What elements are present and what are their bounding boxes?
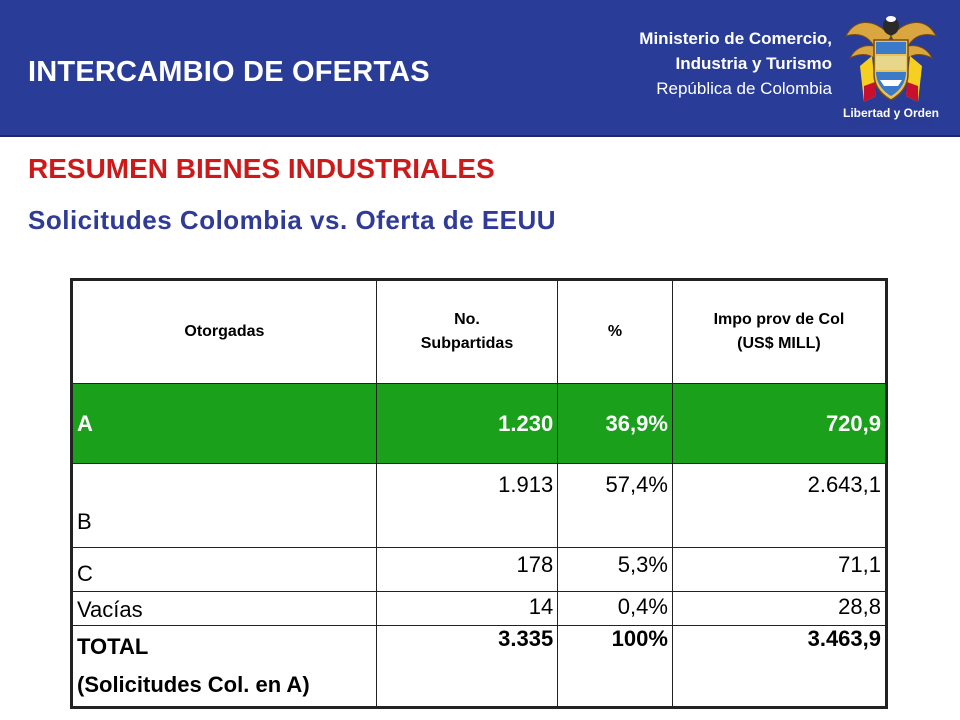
- banner-title: INTERCAMBIO DE OFERTAS: [28, 56, 430, 88]
- row-label: A: [71, 383, 377, 464]
- row-impo: 28,8: [671, 591, 888, 626]
- header-percent: %: [557, 279, 673, 384]
- header-subpartidas: No. Subpartidas: [375, 279, 559, 384]
- table-row-a: A 1.230 36,9% 720,9: [71, 383, 888, 464]
- total-label: TOTAL (Solicitudes Col. en A): [71, 625, 377, 708]
- header-banner: INTERCAMBIO DE OFERTAS Ministerio de Com…: [0, 0, 960, 137]
- crest-motto: Libertad y Orden: [842, 106, 940, 120]
- ministry-block: Ministerio de Comercio, Industria y Turi…: [639, 26, 832, 101]
- row-impo: 71,1: [671, 547, 888, 592]
- row-percent: 5,3%: [557, 547, 673, 592]
- table-row-b: B 1.913 57,4% 2.643,1: [71, 463, 888, 548]
- row-percent: 0,4%: [557, 591, 673, 626]
- header-impo: Impo prov de Col (US$ MILL): [671, 279, 888, 384]
- row-label: C: [71, 547, 377, 592]
- total-label-line2: (Solicitudes Col. en A): [77, 672, 310, 697]
- row-subpartidas: 14: [375, 591, 559, 626]
- row-label: Vacías: [71, 591, 377, 626]
- coat-of-arms-icon: [845, 16, 937, 128]
- total-label-line1: TOTAL: [77, 634, 149, 659]
- section-subheading: Solicitudes Colombia vs. Oferta de EEUU: [28, 205, 557, 235]
- section-heading: RESUMEN BIENES INDUSTRIALES: [28, 153, 495, 184]
- total-subpartidas: 3.335: [375, 625, 559, 708]
- table-row-total: TOTAL (Solicitudes Col. en A) 3.335 100%…: [71, 625, 888, 708]
- table-header-row: Otorgadas No. Subpartidas % Impo prov de…: [71, 279, 888, 384]
- header-otorgadas: Otorgadas: [71, 279, 377, 384]
- row-impo: 720,9: [671, 383, 888, 464]
- row-impo: 2.643,1: [671, 463, 888, 548]
- total-percent: 100%: [557, 625, 673, 708]
- table-row-vacias: Vacías 14 0,4% 28,8: [71, 591, 888, 626]
- table-row-c: C 178 5,3% 71,1: [71, 547, 888, 592]
- total-impo: 3.463,9: [671, 625, 888, 708]
- row-percent: 36,9%: [557, 383, 673, 464]
- row-subpartidas: 178: [375, 547, 559, 592]
- header-impo-line1: Impo prov de Col: [713, 311, 845, 328]
- row-percent: 57,4%: [557, 463, 673, 548]
- ministry-line-3: República de Colombia: [656, 79, 832, 98]
- header-subpartidas-line1: No.: [454, 311, 480, 328]
- ministry-line-1: Ministerio de Comercio,: [639, 29, 832, 48]
- row-label: B: [71, 463, 377, 548]
- row-subpartidas: 1.913: [375, 463, 559, 548]
- header-subpartidas-line2: Subpartidas: [420, 335, 514, 352]
- header-impo-line2: (US$ MILL): [737, 335, 821, 352]
- ministry-line-2: Industria y Turismo: [675, 54, 833, 73]
- summary-table: Otorgadas No. Subpartidas % Impo prov de…: [70, 278, 888, 709]
- row-subpartidas: 1.230: [375, 383, 559, 464]
